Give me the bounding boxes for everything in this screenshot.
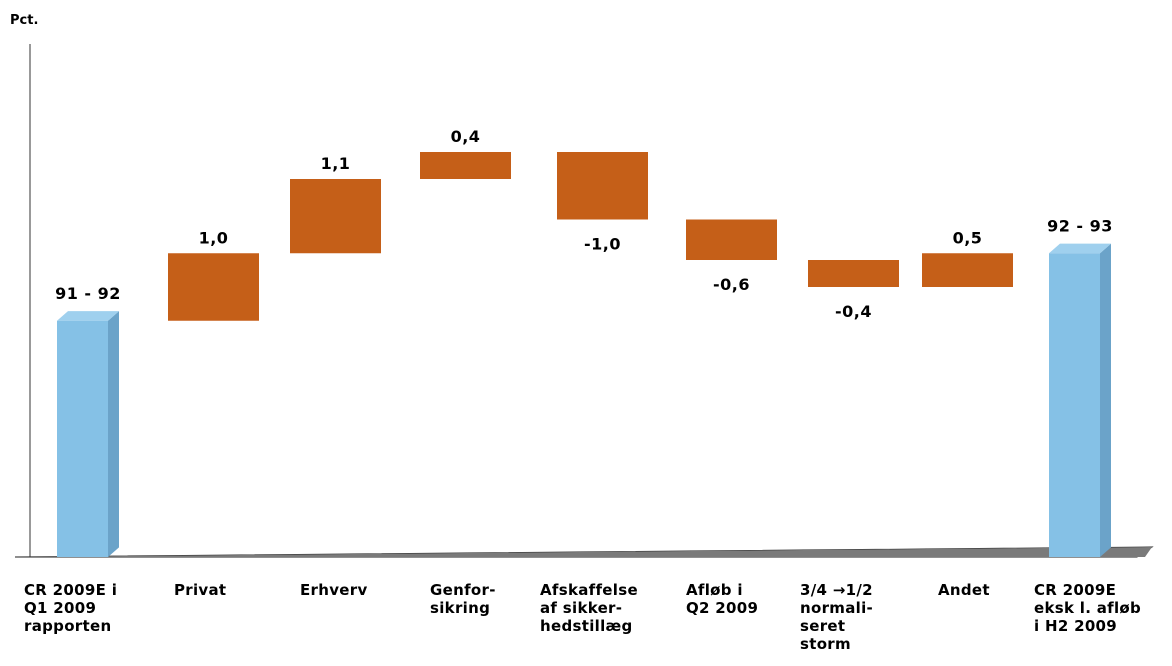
category-label: Privat <box>174 581 227 599</box>
category-label: Erhverv <box>300 581 368 599</box>
total-bar <box>57 320 108 557</box>
change-bar <box>922 253 1013 287</box>
data-label: 1,0 <box>199 228 229 247</box>
data-label: 0,5 <box>953 228 983 247</box>
data-label: 1,1 <box>321 154 351 173</box>
data-label: 91 - 92 <box>55 284 121 303</box>
total-bar-top <box>1049 243 1111 254</box>
change-bar <box>290 179 381 254</box>
category-label: Andet <box>938 581 990 599</box>
floor-edge <box>15 547 1152 557</box>
total-bar-side <box>108 311 119 557</box>
data-label: -0,6 <box>713 275 750 294</box>
category-label: CR 2009E i Q1 2009 rapporten <box>24 581 118 635</box>
category-label: 3/4 →1/2 normali- seret storm <box>800 581 874 653</box>
total-bar <box>1049 253 1100 557</box>
total-bar-top <box>57 311 119 321</box>
total-bar-side <box>1100 243 1111 557</box>
change-bar <box>168 253 259 321</box>
change-bar <box>557 152 648 220</box>
y-axis-label: Pct. <box>10 13 39 28</box>
category-label: Genfor- sikring <box>430 581 496 617</box>
data-label: -1,0 <box>584 235 621 254</box>
category-label: Afskaffelse af sikker- hedstillæg <box>540 581 638 635</box>
change-bar <box>808 260 899 287</box>
change-bar <box>420 152 511 179</box>
data-label: 92 - 93 <box>1047 216 1113 235</box>
data-label: -0,4 <box>835 302 872 321</box>
category-label: Afløb i Q2 2009 <box>686 581 759 617</box>
change-bar <box>686 219 777 260</box>
data-label: 0,4 <box>451 127 481 146</box>
category-label: CR 2009E eksk l. afløb i H2 2009 <box>1034 581 1142 635</box>
